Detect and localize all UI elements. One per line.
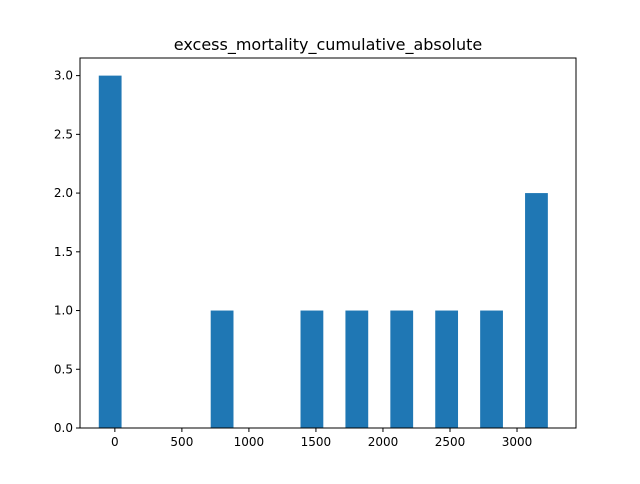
- y-tick-label-4: 2.0: [54, 186, 73, 200]
- x-tick-label-0: 0: [111, 435, 119, 449]
- y-tick-label-6: 3.0: [54, 69, 73, 83]
- y-tick-label-1: 0.5: [54, 362, 73, 376]
- bar-7: [390, 310, 414, 428]
- x-tick-label-2: 1000: [234, 435, 265, 449]
- bar-8: [435, 310, 459, 428]
- y-tick-label-5: 2.5: [54, 127, 73, 141]
- bar-9: [480, 310, 503, 428]
- y-tick-label-0: 0.0: [54, 421, 73, 435]
- bar-3: [210, 310, 234, 428]
- chart-title: excess_mortality_cumulative_absolute: [174, 35, 482, 55]
- x-tick-label-5: 2500: [435, 435, 466, 449]
- bar-10: [525, 193, 548, 428]
- x-tick-label-6: 3000: [502, 435, 533, 449]
- y-axis: 0.0 0.5 1.0 1.5 2.0 2.5 3.0: [54, 69, 80, 435]
- y-tick-label-3: 1.5: [54, 245, 73, 259]
- bar-6: [345, 310, 369, 428]
- plot-frame: [79, 57, 577, 429]
- x-tick-label-1: 500: [170, 435, 193, 449]
- x-axis: 0 500 1000 1500 2000 2500 3000: [111, 428, 532, 449]
- bar-5: [300, 310, 324, 428]
- bar-0: [98, 75, 122, 429]
- y-tick-label-2: 1.0: [54, 304, 73, 318]
- x-tick-label-4: 2000: [368, 435, 399, 449]
- bars-layer: [98, 75, 548, 429]
- x-tick-label-3: 1500: [301, 435, 332, 449]
